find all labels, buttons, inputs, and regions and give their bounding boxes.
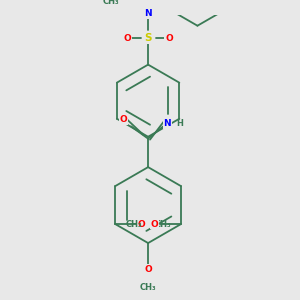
Text: CH₃: CH₃ [140,283,156,292]
Text: N: N [144,9,152,18]
Text: O: O [123,34,131,43]
Text: O: O [138,220,146,229]
Text: H: H [177,119,183,128]
Text: CH₃: CH₃ [154,220,171,229]
Text: CH₃: CH₃ [125,220,142,229]
Text: S: S [144,33,152,43]
Text: O: O [151,220,158,229]
Text: N: N [163,119,171,128]
Text: CH₃: CH₃ [103,0,120,7]
Text: O: O [165,34,173,43]
Text: O: O [120,115,127,124]
Text: O: O [144,265,152,274]
